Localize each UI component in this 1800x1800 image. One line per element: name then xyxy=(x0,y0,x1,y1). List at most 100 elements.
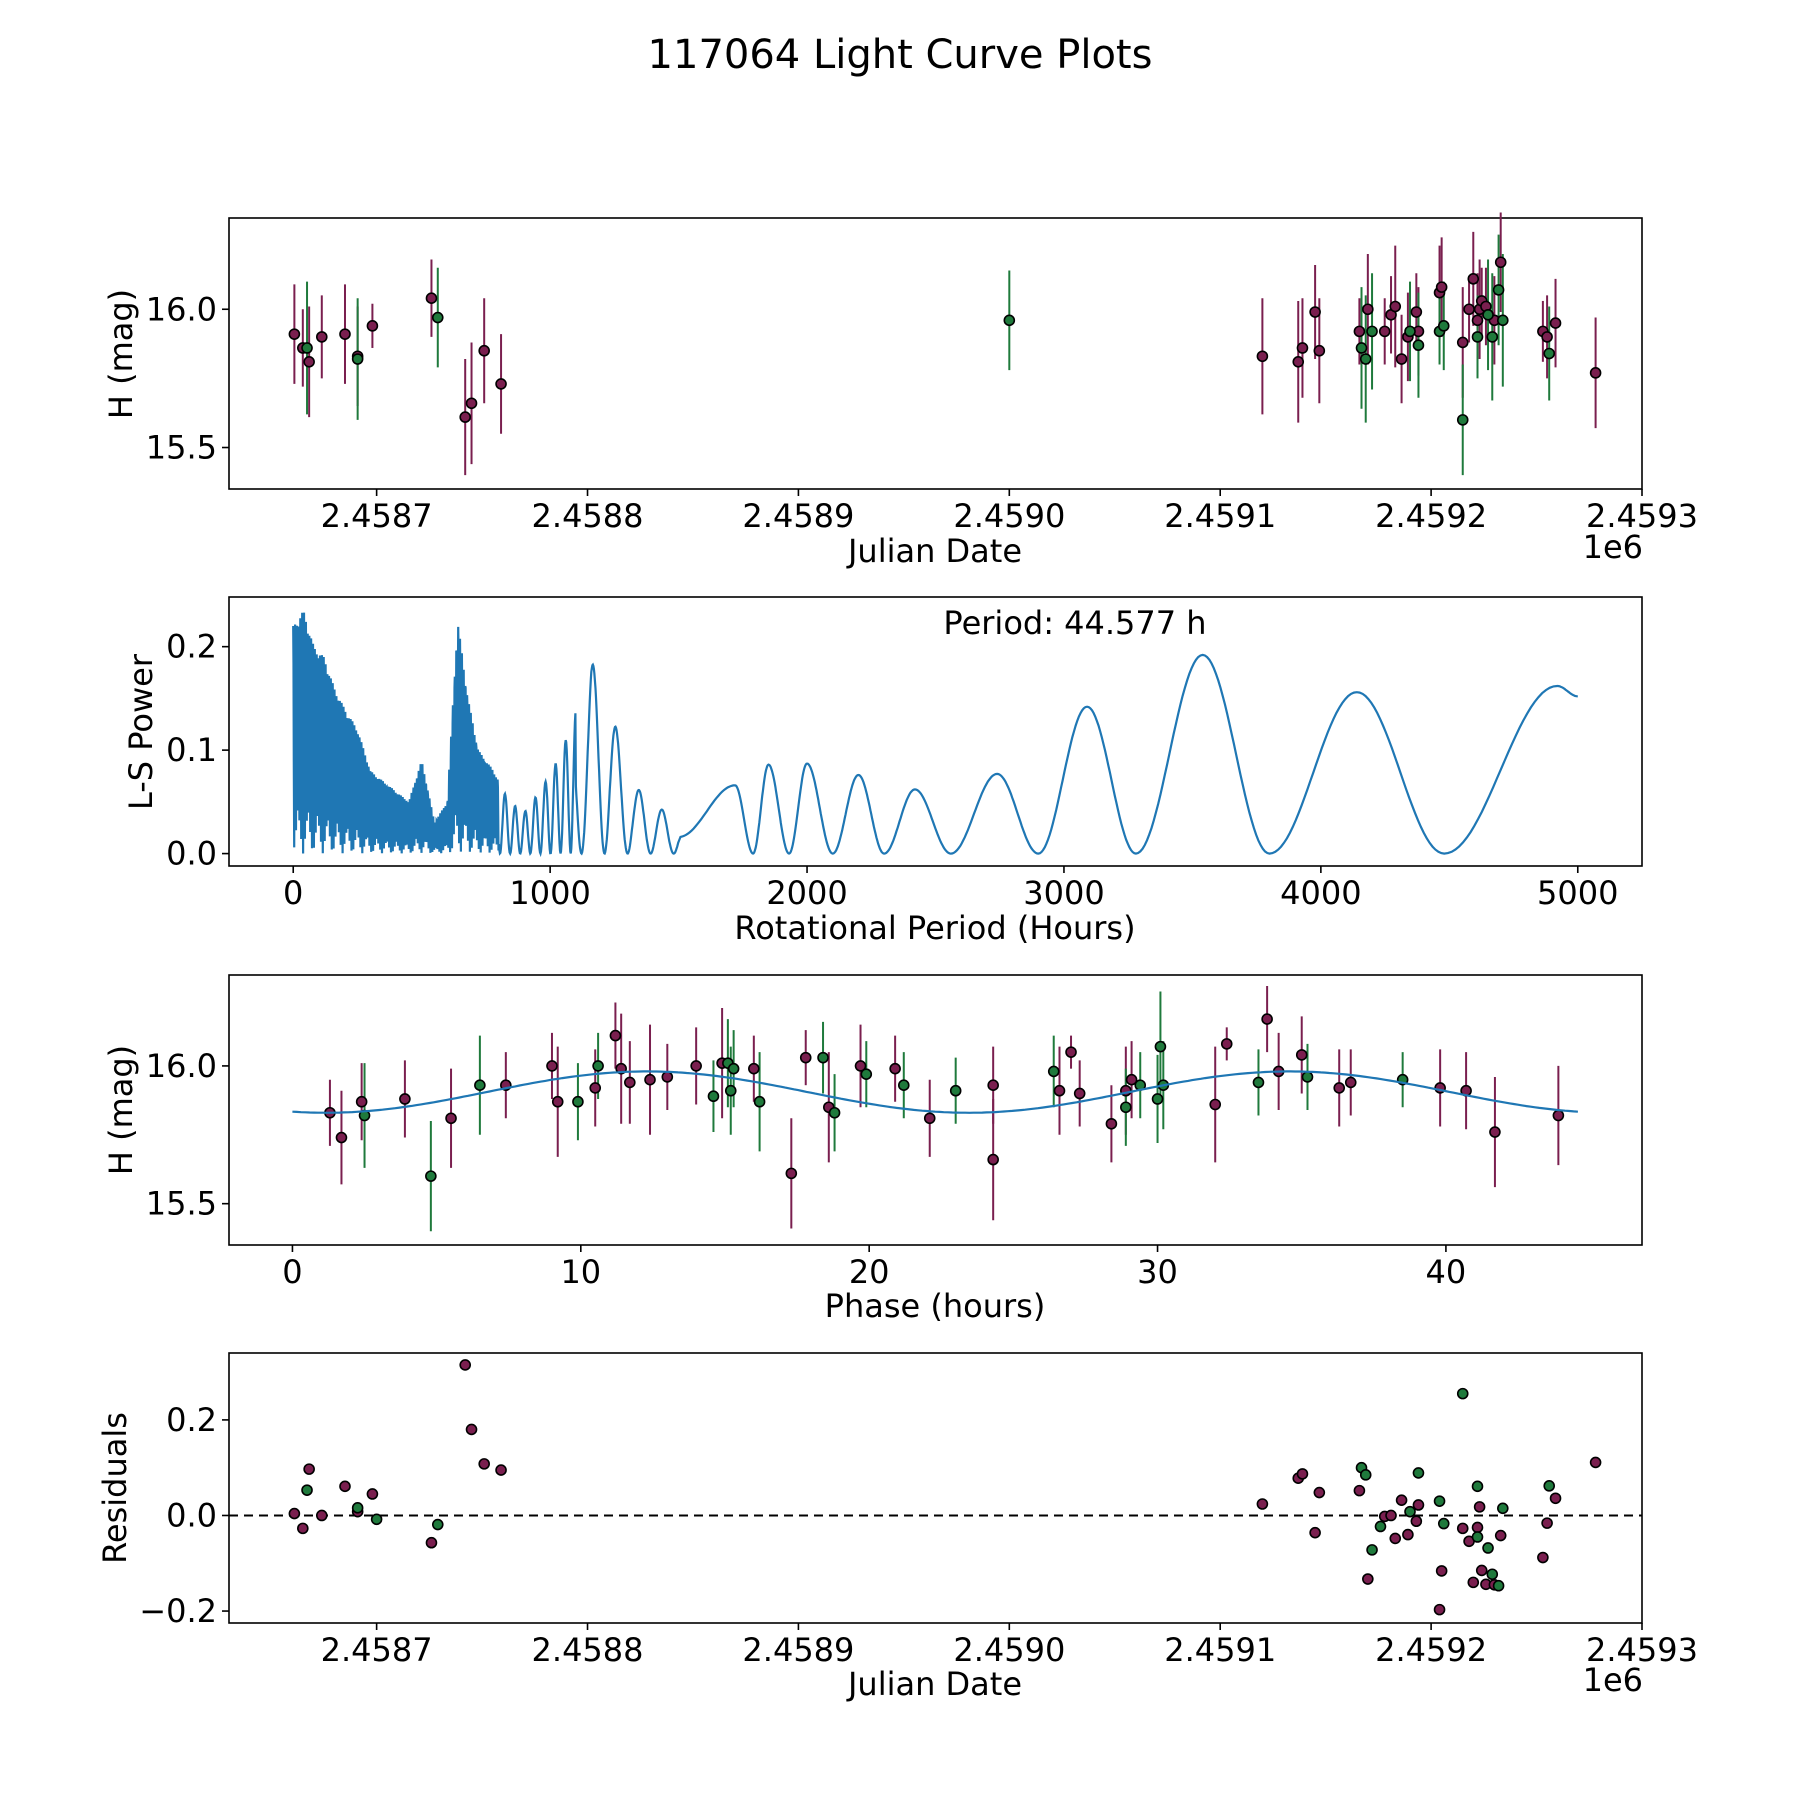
figure-title: 117064 Light Curve Plots xyxy=(648,32,1153,78)
phase-fold-xlabel: Phase (hours) xyxy=(825,1287,1046,1325)
phase-fold-ylabel: H (mag) xyxy=(102,1045,140,1175)
light-curve-point-band_a xyxy=(1494,256,1507,269)
residuals-point-band_a xyxy=(1353,1484,1366,1497)
residuals-point-band_b xyxy=(1412,1467,1425,1479)
phase-fold-point-band_a xyxy=(987,1153,999,1166)
phase-fold-point-band_a xyxy=(1261,1013,1273,1025)
phase-fold-point-band_b xyxy=(1252,1076,1265,1089)
periodogram-ytick-label: 0.1 xyxy=(166,731,217,769)
residuals-panel: Julian Date Residuals 1e6 2.4587 2.4588 2.… xyxy=(96,1352,1698,1703)
phase-fold-point-band_a xyxy=(987,1079,999,1092)
phase-fold-ytick-label: 15.5 xyxy=(146,1185,217,1223)
phase-fold-xtick-label: 20 xyxy=(849,1253,890,1291)
phase-fold-point-band_b xyxy=(949,1084,962,1097)
residuals-point-band_a xyxy=(288,1507,301,1520)
light-curve-ylabel: H (mag) xyxy=(102,289,140,419)
light-curve-point-band_b xyxy=(431,311,444,324)
light-curve-point-band_a xyxy=(459,411,472,423)
residuals-point-band_b xyxy=(1366,1544,1378,1556)
light-curve-point-band_a xyxy=(1471,314,1484,327)
light-curve-xtick-label: 2.4589 xyxy=(742,497,854,535)
phase-fold-point-band_a xyxy=(854,1060,867,1072)
residuals-point-band_a xyxy=(495,1464,507,1476)
residuals-point-band_b xyxy=(1471,1531,1484,1543)
phase-fold-point-band_b xyxy=(724,1084,737,1097)
phase-fold-point-band_b xyxy=(707,1090,720,1103)
phase-fold-point-band_b xyxy=(1120,1101,1132,1114)
light-curve-xtick-label: 2.4588 xyxy=(532,497,644,535)
phase-fold-point-band_a xyxy=(923,1112,936,1125)
residuals-point-band_a xyxy=(425,1536,438,1549)
phase-fold-frame xyxy=(228,974,1643,1246)
light-curve-point-band_b xyxy=(1404,325,1416,338)
light-curve-xtick-label: 2.4593 xyxy=(1586,497,1698,535)
phase-fold-point-band_a xyxy=(799,1051,812,1064)
periodogram-ytick-label: 0.0 xyxy=(166,835,217,873)
light-curve-offset-label: 1e6 xyxy=(1583,528,1643,566)
phase-fold-point-band_a xyxy=(355,1095,368,1108)
periodogram-xtick-label: 0 xyxy=(283,874,303,912)
residuals-point-band_a xyxy=(1256,1498,1269,1510)
residuals-ytick-label: 0.0 xyxy=(166,1496,217,1534)
light-curve-point-band_b xyxy=(301,342,313,354)
residuals-point-band_a xyxy=(1549,1492,1562,1505)
residuals-point-band_a xyxy=(1385,1509,1397,1522)
residuals-point-band_b xyxy=(1433,1495,1446,1507)
periodogram-xtick-label: 1000 xyxy=(509,874,590,912)
light-curve-point-band_a xyxy=(1463,303,1475,316)
phase-fold-point-band_a xyxy=(399,1093,411,1105)
periodogram-xtick-label: 2000 xyxy=(766,874,847,912)
residuals-point-band_a xyxy=(1389,1532,1402,1545)
phase-fold-point-band_a xyxy=(1552,1109,1565,1122)
light-curve-point-band_a xyxy=(495,378,507,390)
residuals-point-band_a xyxy=(1589,1456,1602,1469)
phase-fold-point-band_a xyxy=(551,1095,564,1108)
residuals-point-band_b xyxy=(1543,1480,1556,1492)
period-annotation: Period: 44.577 h xyxy=(943,604,1206,642)
phase-fold-point-band_a xyxy=(661,1071,674,1083)
phase-fold-point-band_b xyxy=(860,1068,873,1080)
light-curve-xtick-label: 2.4590 xyxy=(953,497,1065,535)
residuals-point-band_b xyxy=(1497,1502,1509,1515)
light-curve-point-band_a xyxy=(1353,325,1366,338)
light-curve-xlabel: Julian Date xyxy=(846,532,1022,570)
phase-fold-point-band_a xyxy=(748,1062,760,1075)
light-curve-point-band_b xyxy=(1359,353,1372,365)
light-curve-point-band_a xyxy=(1467,273,1480,285)
phase-fold-point-band_b xyxy=(1151,1093,1164,1105)
periodogram-xlabel: Rotational Period (Hours) xyxy=(734,909,1135,947)
light-curve-point-band_b xyxy=(1355,342,1368,354)
residuals-point-band_a xyxy=(1475,1564,1488,1577)
residuals-point-band_b xyxy=(1359,1469,1372,1481)
light-curve-point-band_b xyxy=(1456,414,1469,426)
light-curve-ytick-label: 16.0 xyxy=(146,290,217,328)
phase-fold-point-band_b xyxy=(572,1095,584,1108)
residuals-point-band_a xyxy=(1412,1499,1425,1511)
periodogram-ytick-label: 0.2 xyxy=(166,628,217,666)
residuals-point-band_b xyxy=(1404,1505,1416,1518)
light-curve-point-band_a xyxy=(303,355,315,368)
light-curve-point-band_a xyxy=(339,328,351,340)
residuals-xtick-label: 2.4588 xyxy=(532,1631,644,1669)
residuals-point-band_a xyxy=(1410,1515,1423,1528)
residuals-point-band_a xyxy=(1362,1573,1374,1585)
phase-fold-point-band_a xyxy=(1065,1046,1077,1058)
light-curve-point-band_b xyxy=(1366,325,1378,338)
residuals-point-band_b xyxy=(1486,1568,1499,1581)
periodogram-panel: Rotational Period (Hours) L-S Power Peri… xyxy=(122,596,1643,947)
residuals-point-band_b xyxy=(1471,1480,1484,1493)
light-curve-point-band_a xyxy=(1395,353,1408,365)
light-curve-point-band_a xyxy=(1313,344,1326,357)
phase-fold-xtick-label: 40 xyxy=(1426,1253,1467,1291)
phase-fold-point-band_a xyxy=(1295,1049,1308,1061)
residuals-point-band_a xyxy=(1494,1529,1507,1542)
phase-fold-point-band_b xyxy=(1154,1040,1167,1053)
phase-fold-point-band_a xyxy=(1105,1117,1118,1130)
phase-fold-point-band_a xyxy=(1333,1082,1346,1094)
residuals-point-band_b xyxy=(370,1513,383,1526)
phase-fold-point-band_b xyxy=(753,1095,766,1108)
residuals-point-band_b xyxy=(1374,1520,1387,1533)
residuals-point-band_a xyxy=(1473,1501,1486,1513)
residuals-point-band_a xyxy=(1456,1522,1469,1535)
